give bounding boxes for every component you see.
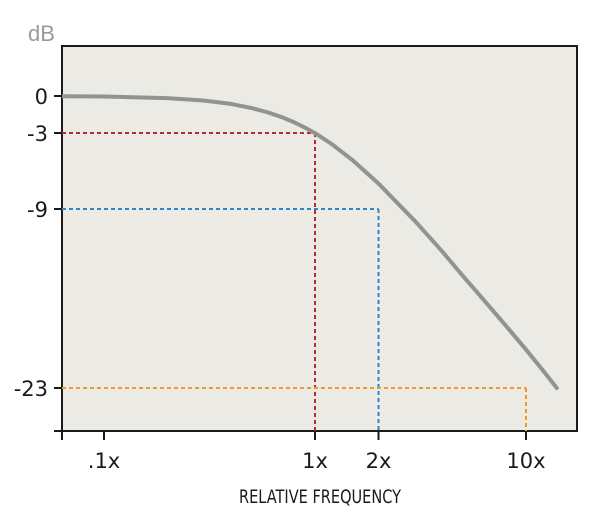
x-tick-label-1: 1x xyxy=(302,449,328,473)
x-tick-label-3: 10x xyxy=(506,449,545,473)
x-tick-label-2: 2x xyxy=(366,449,392,473)
response-curve-0 xyxy=(62,94,559,390)
y-axis-ticks: 0 -3 -9 -23 xyxy=(14,85,62,432)
x-axis-ticks: .1x 1x 2x 10x xyxy=(61,431,546,473)
plot-background xyxy=(61,45,578,432)
x-tick-label-0: .1x xyxy=(88,449,120,473)
y-tick-label-0: 0 xyxy=(35,85,48,109)
y-tick-label-1: -3 xyxy=(27,122,48,146)
guide-lines xyxy=(62,132,527,431)
y-axis-unit-label: dB xyxy=(28,21,55,46)
y-tick-label-2: -9 xyxy=(27,198,48,222)
y-tick-label-3: -23 xyxy=(14,377,48,401)
response-curves xyxy=(62,94,559,390)
x-axis-label: RELATIVE FREQUENCY xyxy=(239,486,401,508)
